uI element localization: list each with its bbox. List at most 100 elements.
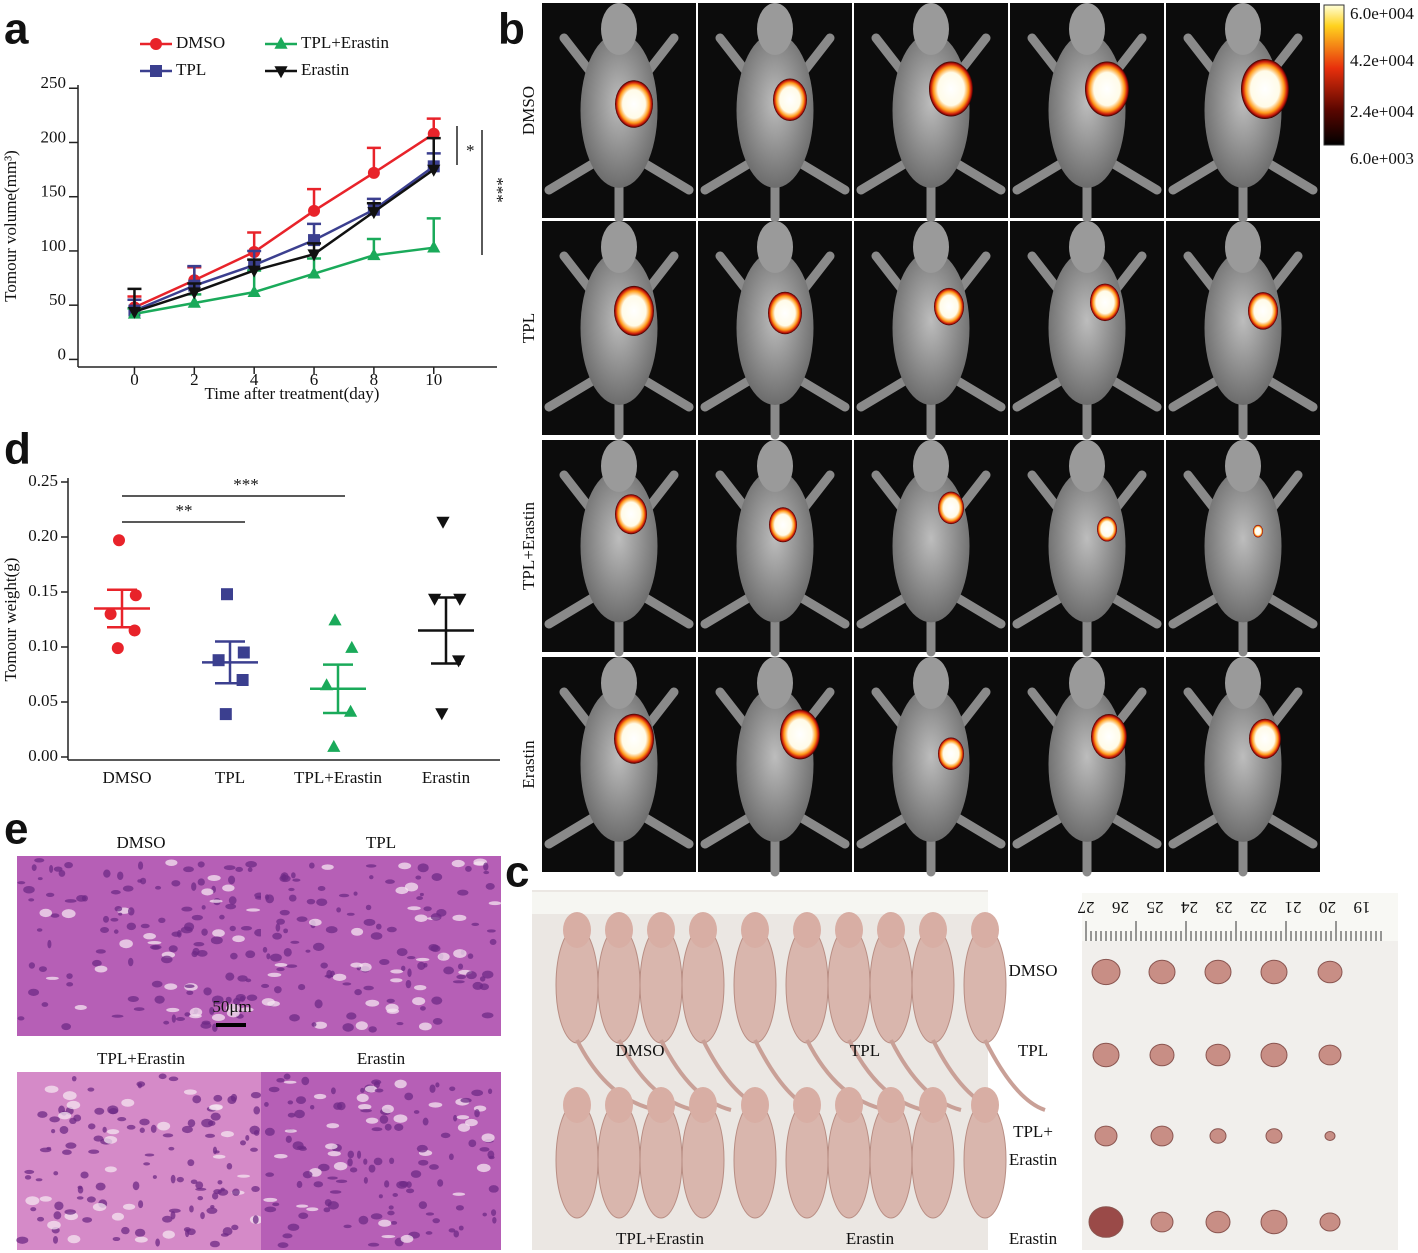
significance-label: *** (233, 475, 259, 494)
nucleus (212, 929, 225, 937)
nucleus (429, 1084, 436, 1093)
nucleus (398, 862, 412, 870)
mouse-limbs (700, 470, 850, 657)
mouse-head (971, 1087, 999, 1123)
mouse-head (1225, 221, 1261, 273)
mouse-head (757, 657, 793, 709)
nucleus (93, 1135, 104, 1142)
mouse-head (913, 3, 949, 55)
nucleus (473, 861, 487, 866)
photo-label: Erastin (846, 1229, 895, 1248)
panel-letter: c (505, 848, 529, 897)
ruler-number: 23 (1216, 898, 1233, 917)
nucleus (429, 1164, 439, 1170)
nucleus (401, 965, 406, 972)
nucleus (183, 1089, 197, 1095)
signal (1097, 516, 1117, 542)
histology-title: Erastin (357, 1049, 406, 1068)
ruler (1082, 893, 1398, 941)
mouse-limbs (1012, 687, 1162, 877)
nucleus (103, 915, 110, 923)
mouse-head (1225, 3, 1261, 55)
nucleus (61, 1023, 71, 1031)
nucleus (488, 901, 502, 906)
nucleus (321, 864, 334, 870)
nucleus (313, 1021, 328, 1029)
nucleus (190, 1179, 198, 1185)
nucleus (213, 1094, 223, 1102)
mouse-body (736, 33, 814, 188)
nucleus (39, 908, 53, 918)
nucleus (113, 929, 119, 934)
nucleus (422, 1117, 429, 1126)
nucleus (138, 1200, 144, 1209)
nucleus (213, 1189, 222, 1195)
nucleus (149, 944, 162, 950)
colorbar-label: 2.4e+004 (1350, 102, 1414, 121)
nucleus (371, 1127, 383, 1132)
nucleus (158, 917, 166, 923)
nucleus (107, 1105, 119, 1115)
mouse-head (919, 912, 947, 948)
tumor (1205, 1210, 1231, 1234)
mouse-head (757, 440, 793, 492)
nucleus (184, 922, 195, 932)
nucleus (437, 952, 450, 961)
nucleus (230, 952, 238, 960)
nucleus (261, 983, 270, 989)
nucleus (247, 867, 253, 872)
mouse-head (601, 221, 637, 273)
marker (307, 266, 321, 279)
colorbar (1323, 4, 1345, 146)
x-tick-label: DMSO (102, 768, 151, 787)
nucleus (246, 994, 258, 1001)
nucleus (64, 861, 73, 869)
nucleus (121, 1098, 135, 1107)
nucleus (110, 890, 121, 895)
nucleus (283, 1080, 297, 1084)
nucleus (45, 892, 55, 898)
nucleus (137, 879, 142, 883)
nucleus (222, 1227, 233, 1236)
marker (212, 654, 225, 667)
nucleus (262, 946, 268, 953)
nucleus (88, 1123, 96, 1130)
nucleus (170, 1174, 176, 1184)
nucleus (264, 1206, 277, 1213)
significance-label: *** (488, 177, 507, 203)
nucleus (219, 914, 225, 920)
nucleus (452, 980, 465, 984)
marker (150, 38, 162, 50)
nucleus (205, 1133, 216, 1138)
nucleus (443, 966, 455, 975)
nucleus (34, 858, 45, 863)
mouse-head (601, 440, 637, 492)
nucleus (163, 1020, 170, 1025)
nucleus (209, 1240, 220, 1248)
nucleus (111, 1014, 124, 1018)
nucleus (313, 1181, 324, 1188)
nucleus (87, 1087, 95, 1092)
nucleus (414, 984, 427, 991)
row-label: TPL (519, 313, 538, 343)
nucleus (418, 1022, 432, 1031)
nucleus (121, 1226, 130, 1235)
nucleus (227, 1095, 237, 1105)
nucleus (245, 978, 252, 983)
nucleus (378, 1194, 383, 1199)
x-tick-label: 6 (310, 370, 319, 389)
nucleus (418, 1201, 428, 1210)
nucleus (283, 947, 292, 957)
mouse-limbs (1012, 33, 1162, 223)
nucleus (251, 1185, 260, 1192)
nucleus (263, 1197, 278, 1202)
nucleus (351, 927, 364, 936)
nucleus (166, 1007, 180, 1013)
nucleus (457, 1123, 471, 1132)
tumor (1150, 1125, 1174, 1147)
nucleus (342, 1023, 354, 1032)
mouse-limbs (1168, 470, 1318, 657)
nucleus (405, 979, 412, 989)
nucleus (365, 904, 372, 911)
sem-bar (107, 588, 137, 629)
